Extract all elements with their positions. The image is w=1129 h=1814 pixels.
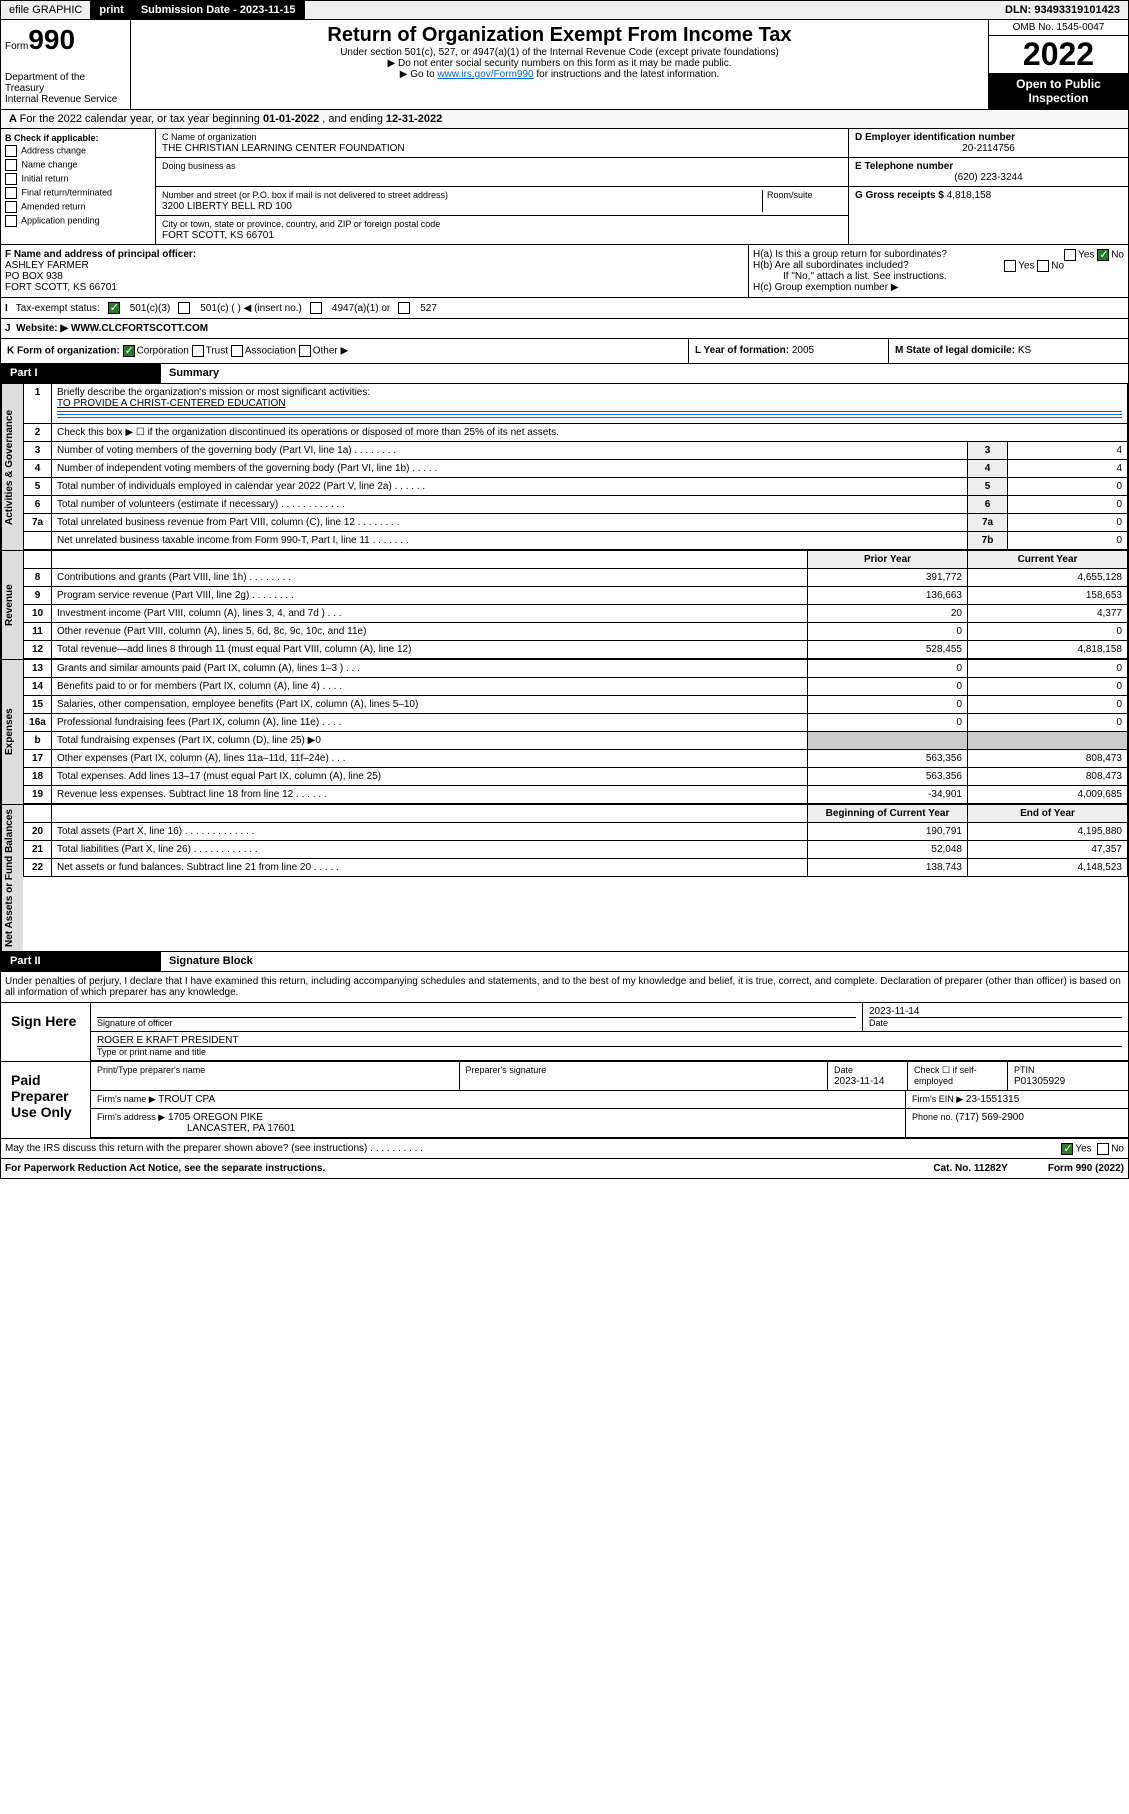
net-row: 21Total liabilities (Part X, line 26) . … xyxy=(24,841,1128,859)
exp-row: 16aProfessional fundraising fees (Part I… xyxy=(24,714,1128,732)
footer: For Paperwork Reduction Act Notice, see … xyxy=(0,1159,1129,1179)
rev-row: 12Total revenue—add lines 8 through 11 (… xyxy=(24,641,1128,659)
paid-preparer-label: Paid Preparer Use Only xyxy=(1,1062,91,1138)
tax-year: 2022 xyxy=(989,36,1128,73)
exp-row: 13Grants and similar amounts paid (Part … xyxy=(24,660,1128,678)
exp-row: bTotal fundraising expenses (Part IX, co… xyxy=(24,732,1128,750)
tab-expenses: Expenses xyxy=(1,660,23,804)
net-row: 22Net assets or fund balances. Subtract … xyxy=(24,859,1128,877)
dln: DLN: 93493319101423 xyxy=(997,1,1128,19)
part-ii-header: Part IISignature Block xyxy=(0,952,1129,972)
exp-row: 18Total expenses. Add lines 13–17 (must … xyxy=(24,768,1128,786)
gov-row: 7aTotal unrelated business revenue from … xyxy=(24,514,1128,532)
sign-here-label: Sign Here xyxy=(1,1003,91,1061)
open-public: Open to Public Inspection xyxy=(989,73,1128,109)
section-i: ITax-exempt status: 501(c)(3) 501(c) ( )… xyxy=(0,298,1129,319)
section-c: C Name of organizationTHE CHRISTIAN LEAR… xyxy=(156,129,848,244)
submission-date: Submission Date - 2023-11-15 xyxy=(133,1,305,19)
section-a: A For the 2022 calendar year, or tax yea… xyxy=(0,110,1129,129)
section-j: J Website: ▶ WWW.CLCFORTSCOTT.COM xyxy=(0,319,1129,339)
tab-revenue: Revenue xyxy=(1,551,23,659)
summary-revenue: Revenue Prior YearCurrent Year 8Contribu… xyxy=(0,551,1129,660)
rev-row: 8Contributions and grants (Part VIII, li… xyxy=(24,569,1128,587)
form-number: Form990 Department of the Treasury Inter… xyxy=(1,20,131,109)
summary-governance: Activities & Governance 1Briefly describ… xyxy=(0,384,1129,551)
subtitle-2: ▶ Do not enter social security numbers o… xyxy=(135,58,984,69)
net-row: 20Total assets (Part X, line 16) . . . .… xyxy=(24,823,1128,841)
section-d-e-g: D Employer identification number20-21147… xyxy=(848,129,1128,244)
form-title: Return of Organization Exempt From Incom… xyxy=(135,24,984,47)
exp-row: 14Benefits paid to or for members (Part … xyxy=(24,678,1128,696)
tab-governance: Activities & Governance xyxy=(1,384,23,550)
dept-treasury: Department of the Treasury Internal Reve… xyxy=(5,72,126,105)
subtitle-1: Under section 501(c), 527, or 4947(a)(1)… xyxy=(135,47,984,58)
signature-block: Under penalties of perjury, I declare th… xyxy=(0,972,1129,1159)
efile-label: efile GRAPHIC xyxy=(1,1,91,19)
exp-row: 17Other expenses (Part IX, column (A), l… xyxy=(24,750,1128,768)
tab-netassets: Net Assets or Fund Balances xyxy=(1,805,23,951)
rev-row: 10Investment income (Part VIII, column (… xyxy=(24,605,1128,623)
print-button[interactable]: print xyxy=(91,1,132,19)
summary-netassets: Net Assets or Fund Balances Beginning of… xyxy=(0,805,1129,952)
subtitle-3: ▶ Go to www.irs.gov/Form990 for instruct… xyxy=(135,69,984,80)
summary-expenses: Expenses 13Grants and similar amounts pa… xyxy=(0,660,1129,805)
irs-link[interactable]: www.irs.gov/Form990 xyxy=(437,69,533,80)
gov-row: 3Number of voting members of the governi… xyxy=(24,442,1128,460)
section-b: B Check if applicable: Address change Na… xyxy=(1,129,156,244)
gov-row: 4Number of independent voting members of… xyxy=(24,460,1128,478)
gov-row: Net unrelated business taxable income fr… xyxy=(24,532,1128,550)
exp-row: 15Salaries, other compensation, employee… xyxy=(24,696,1128,714)
section-f-h: F Name and address of principal officer:… xyxy=(0,245,1129,298)
part-i-header: Part ISummary xyxy=(0,364,1129,384)
rev-row: 9Program service revenue (Part VIII, lin… xyxy=(24,587,1128,605)
top-bar: efile GRAPHIC print Submission Date - 20… xyxy=(0,0,1129,20)
omb-number: OMB No. 1545-0047 xyxy=(989,20,1128,36)
rev-row: 11Other revenue (Part VIII, column (A), … xyxy=(24,623,1128,641)
section-b-to-g: B Check if applicable: Address change Na… xyxy=(0,129,1129,245)
section-k-l-m: K Form of organization: Corporation Trus… xyxy=(0,339,1129,364)
form-header: Form990 Department of the Treasury Inter… xyxy=(0,20,1129,110)
gov-row: 6Total number of volunteers (estimate if… xyxy=(24,496,1128,514)
exp-row: 19Revenue less expenses. Subtract line 1… xyxy=(24,786,1128,804)
gov-row: 5Total number of individuals employed in… xyxy=(24,478,1128,496)
